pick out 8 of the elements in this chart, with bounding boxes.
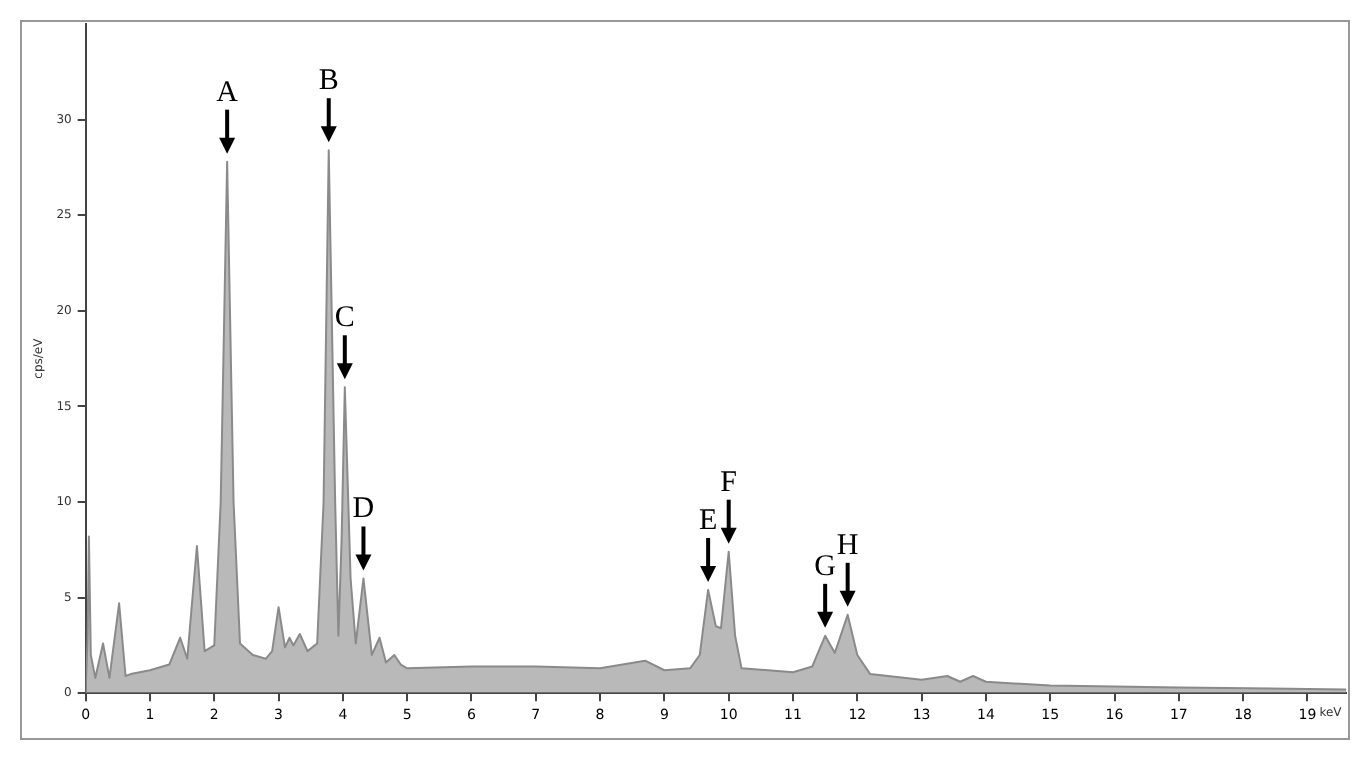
annotation: H — [836, 529, 859, 562]
annotation: G — [814, 550, 837, 583]
annotation: F — [720, 466, 738, 499]
annotation: C — [334, 302, 355, 335]
annotation: D — [352, 493, 375, 526]
annotation: B — [318, 65, 339, 98]
annotation: E — [698, 504, 718, 537]
annotation: A — [216, 76, 239, 109]
